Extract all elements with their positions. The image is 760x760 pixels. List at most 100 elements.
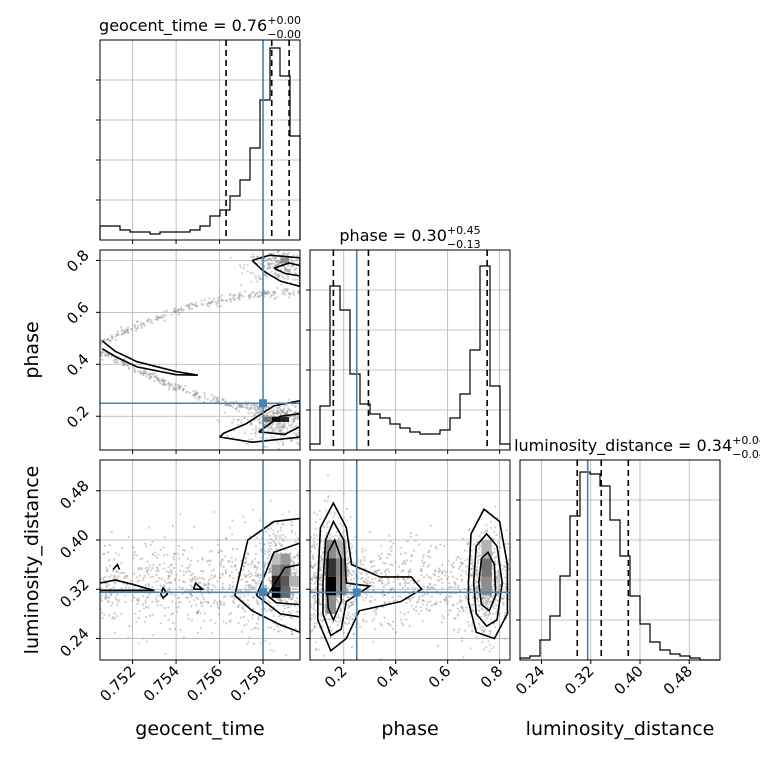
sample-point bbox=[445, 578, 449, 581]
sample-point bbox=[232, 581, 235, 584]
sample-point bbox=[322, 526, 325, 529]
sample-point bbox=[247, 585, 251, 588]
sample-point bbox=[293, 600, 296, 603]
sample-point bbox=[236, 423, 240, 426]
sample-point bbox=[409, 598, 412, 601]
sample-point bbox=[388, 534, 391, 537]
sample-point bbox=[313, 565, 316, 568]
sample-point bbox=[113, 617, 116, 620]
sample-point bbox=[365, 593, 368, 597]
sample-point bbox=[292, 572, 296, 575]
x-tick-label: 0.752 bbox=[96, 662, 139, 705]
contour-line bbox=[101, 340, 198, 376]
sample-point bbox=[254, 585, 257, 588]
sample-point bbox=[497, 573, 500, 576]
sample-point bbox=[403, 613, 406, 616]
sample-point bbox=[491, 551, 494, 554]
sample-point bbox=[414, 605, 418, 608]
sample-point bbox=[249, 296, 252, 299]
sample-point bbox=[181, 580, 185, 583]
sample-point bbox=[107, 596, 110, 599]
sample-point bbox=[257, 582, 260, 585]
sample-point bbox=[138, 579, 141, 582]
sample-point bbox=[163, 607, 166, 610]
sample-point bbox=[212, 584, 215, 587]
sample-point bbox=[277, 407, 280, 410]
sample-point bbox=[339, 522, 342, 525]
sample-point bbox=[324, 613, 328, 616]
sample-point bbox=[294, 532, 297, 535]
sample-point bbox=[167, 566, 170, 569]
sample-point bbox=[478, 547, 481, 551]
sample-point bbox=[235, 568, 238, 572]
sample-point bbox=[437, 645, 440, 648]
sample-point bbox=[277, 410, 280, 413]
sample-point bbox=[478, 534, 481, 538]
sample-point bbox=[491, 567, 494, 570]
sample-point bbox=[152, 634, 155, 637]
sample-point bbox=[217, 400, 221, 403]
sample-point bbox=[386, 622, 389, 625]
sample-point bbox=[305, 592, 307, 594]
sample-point bbox=[269, 414, 273, 417]
sample-point bbox=[498, 584, 501, 587]
sample-point bbox=[204, 600, 207, 603]
sample-point bbox=[223, 411, 226, 414]
sample-point bbox=[172, 558, 176, 561]
sample-point bbox=[213, 575, 216, 579]
sample-point bbox=[291, 633, 294, 636]
sample-point bbox=[267, 406, 270, 409]
sample-point bbox=[278, 597, 281, 600]
sample-point bbox=[312, 574, 316, 577]
sample-point bbox=[131, 581, 134, 584]
sample-point bbox=[268, 602, 272, 605]
sample-point bbox=[505, 529, 509, 532]
sample-point bbox=[478, 543, 481, 547]
sample-point bbox=[167, 577, 170, 581]
sample-point bbox=[259, 263, 262, 266]
sample-point bbox=[485, 595, 488, 598]
sample-point bbox=[489, 595, 492, 598]
sample-point bbox=[402, 623, 405, 627]
sample-point bbox=[100, 342, 103, 345]
sample-point bbox=[441, 571, 444, 574]
sample-point bbox=[370, 565, 374, 568]
sample-point bbox=[252, 291, 255, 294]
sample-point bbox=[496, 586, 499, 589]
sample-point bbox=[191, 573, 194, 576]
sample-point bbox=[111, 336, 114, 339]
sample-point bbox=[171, 524, 174, 528]
sample-point bbox=[374, 569, 377, 572]
sample-point bbox=[442, 569, 445, 572]
sample-point bbox=[243, 432, 246, 435]
sample-point bbox=[132, 546, 135, 549]
sample-point bbox=[320, 557, 323, 560]
sample-point bbox=[379, 622, 382, 625]
sample-point bbox=[168, 384, 171, 387]
sample-point bbox=[270, 547, 273, 550]
sample-point bbox=[320, 576, 323, 580]
sample-point bbox=[283, 404, 287, 408]
sample-point bbox=[497, 573, 501, 576]
sample-point bbox=[272, 411, 275, 414]
sample-point bbox=[279, 434, 283, 437]
sample-point bbox=[444, 574, 447, 577]
sample-point bbox=[147, 573, 150, 576]
sample-point bbox=[306, 536, 308, 538]
sample-point bbox=[444, 570, 448, 573]
sample-point bbox=[246, 593, 250, 596]
sample-point bbox=[322, 422, 324, 424]
sample-point bbox=[120, 562, 123, 565]
sample-point bbox=[477, 609, 480, 613]
sample-point bbox=[287, 264, 290, 267]
sample-point bbox=[305, 560, 307, 562]
sample-point bbox=[108, 543, 111, 547]
sample-point bbox=[292, 587, 295, 590]
sample-point bbox=[114, 596, 117, 599]
sample-point bbox=[444, 599, 448, 602]
sample-point bbox=[478, 609, 481, 612]
sample-point bbox=[157, 569, 160, 573]
sample-point bbox=[164, 379, 167, 382]
sample-point bbox=[126, 331, 130, 334]
sample-point bbox=[140, 568, 143, 571]
